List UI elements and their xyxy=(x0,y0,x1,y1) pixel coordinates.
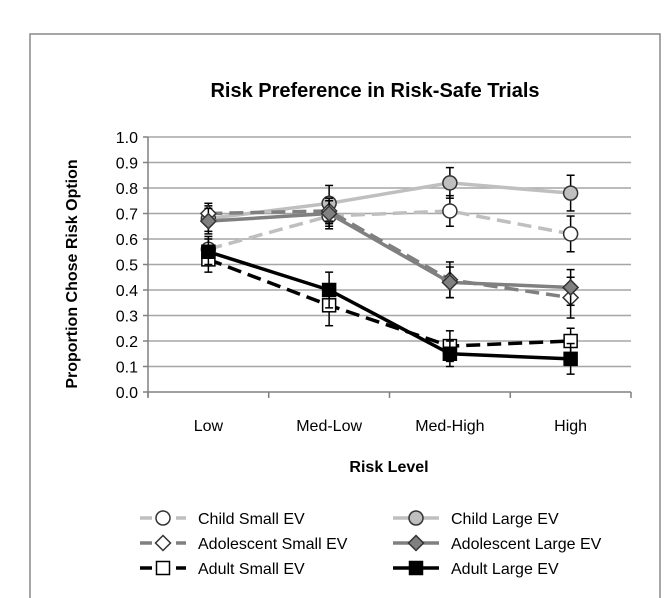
legend-marker xyxy=(155,510,171,526)
data-point xyxy=(320,204,338,223)
series-adolescent-large-ev xyxy=(199,200,580,307)
x-tick-label: High xyxy=(554,418,587,435)
y-tick-label: 0.0 xyxy=(116,385,138,402)
legend-item: Child Large EV xyxy=(393,510,559,528)
gridlines xyxy=(143,136,631,393)
legend-item: Adult Small EV xyxy=(140,560,305,578)
x-axis: Low Med-Low Med-High High xyxy=(147,137,632,435)
series-line xyxy=(208,181,571,221)
legend-label: Child Small EV xyxy=(198,511,305,528)
data-point xyxy=(442,203,458,219)
data-point xyxy=(199,212,217,230)
y-tick-labels: 0.0 0.1 0.2 0.3 0.4 0.5 0.6 0.7 0.8 0.9 1.0 xyxy=(116,130,138,402)
legend-label: Adult Large EV xyxy=(451,561,559,578)
y-tick-label: 0.4 xyxy=(116,283,138,300)
y-tick-label: 0.9 xyxy=(116,156,138,173)
data-point xyxy=(442,175,458,191)
legend-label: Adult Small EV xyxy=(198,561,305,578)
x-tick-label: Med-High xyxy=(415,418,484,435)
legend-label: Child Large EV xyxy=(451,511,559,528)
legend-marker xyxy=(408,560,424,576)
series-line xyxy=(207,257,571,348)
legend-item: Adolescent Large EV xyxy=(393,534,602,553)
series-adult-large-ev xyxy=(201,238,578,375)
x-tick-label: Med-Low xyxy=(296,418,362,435)
y-tick-label: 1.0 xyxy=(116,130,138,147)
legend-label: Adolescent Small EV xyxy=(198,536,348,553)
y-tick-label: 0.8 xyxy=(116,181,138,198)
legend-item: Adult Large EV xyxy=(393,560,559,578)
legend-item: Adolescent Small EV xyxy=(140,534,348,553)
data-point xyxy=(562,226,579,242)
y-tick-label: 0.6 xyxy=(116,232,138,249)
y-tick-label: 0.7 xyxy=(116,207,138,224)
data-point xyxy=(442,346,458,361)
plot-area xyxy=(199,166,580,375)
legend-marker xyxy=(407,534,425,552)
series-line xyxy=(208,209,571,300)
series-line xyxy=(207,250,571,361)
x-tick-label: Low xyxy=(194,418,224,435)
x-axis-title: Risk Level xyxy=(349,459,428,476)
data-point xyxy=(563,351,578,367)
data-point xyxy=(562,185,579,201)
chart-title: Risk Preference in Risk-Safe Trials xyxy=(210,80,539,102)
y-axis-title: Proportion Chose Risk Option xyxy=(64,159,81,388)
data-point xyxy=(201,244,216,259)
y-tick-label: 0.5 xyxy=(116,258,138,275)
y-tick-label: 0.3 xyxy=(116,309,138,326)
series-line xyxy=(208,211,571,290)
legend-marker xyxy=(154,534,172,552)
y-tick-label: 0.2 xyxy=(116,334,138,351)
legend-item: Child Small EV xyxy=(140,510,305,528)
legend-marker xyxy=(155,560,171,576)
legend-marker xyxy=(408,510,424,526)
data-point xyxy=(321,282,337,298)
y-tick-label: 0.1 xyxy=(116,360,138,377)
data-point xyxy=(562,278,580,297)
data-point xyxy=(441,273,459,291)
series-line xyxy=(207,209,571,251)
legend: Child Small EV Child Large EV Adolescent S… xyxy=(140,510,602,578)
legend-label: Adolescent Large EV xyxy=(451,536,602,553)
